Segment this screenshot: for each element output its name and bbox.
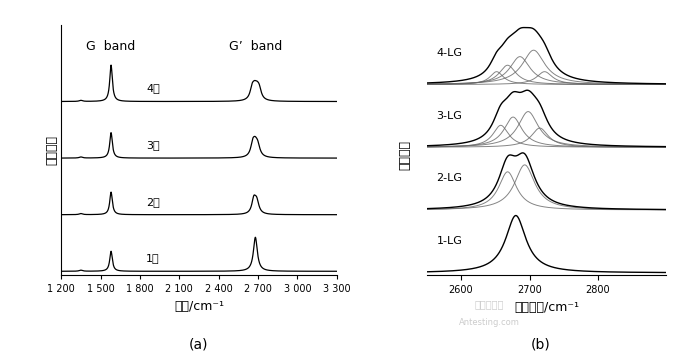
Text: (b): (b) [530, 337, 551, 351]
Text: 2层: 2层 [146, 197, 160, 207]
X-axis label: 拉曼位移/cm⁻¹: 拉曼位移/cm⁻¹ [514, 301, 579, 313]
Text: 嘉峪检测网: 嘉峪检测网 [475, 299, 505, 309]
Text: 4层: 4层 [146, 83, 160, 94]
Text: 拉曼强度: 拉曼强度 [398, 140, 411, 170]
Text: G’  band: G’ band [228, 40, 282, 53]
Text: 3层: 3层 [146, 140, 160, 150]
Text: (a): (a) [189, 338, 209, 352]
X-axis label: 波长/cm⁻¹: 波长/cm⁻¹ [174, 300, 224, 313]
Y-axis label: 拉曼强度: 拉曼强度 [46, 135, 58, 165]
Text: 2-LG: 2-LG [437, 173, 462, 183]
Text: 3-LG: 3-LG [437, 110, 462, 121]
Text: 4-LG: 4-LG [437, 48, 462, 58]
Text: 1层: 1层 [146, 253, 160, 263]
Text: G  band: G band [86, 40, 136, 53]
Text: 1-LG: 1-LG [437, 236, 462, 246]
Text: Antesting.com: Antesting.com [459, 318, 520, 327]
